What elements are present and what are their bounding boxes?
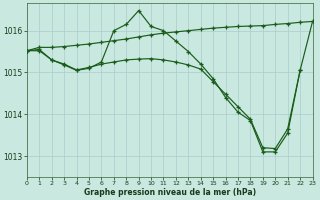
X-axis label: Graphe pression niveau de la mer (hPa): Graphe pression niveau de la mer (hPa) xyxy=(84,188,256,197)
